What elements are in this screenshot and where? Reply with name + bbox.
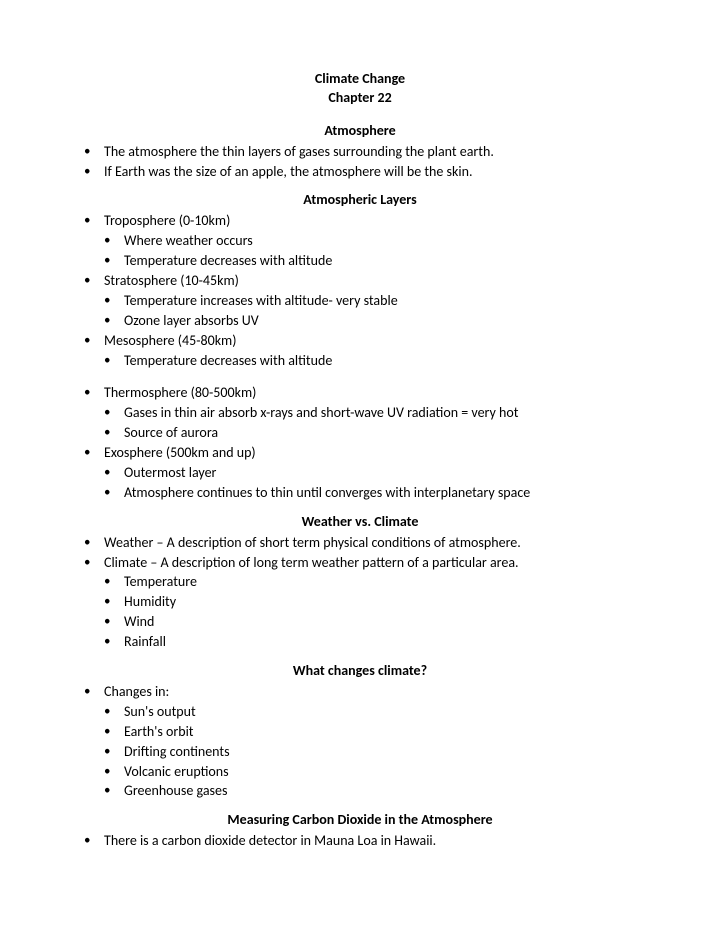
list-subitem: Temperature decreases with altitude <box>104 252 650 271</box>
document-subtitle: Chapter 22 <box>70 89 650 108</box>
atmosphere-list: The atmosphere the thin layers of gases … <box>70 143 650 182</box>
list-item: Troposphere (0-10km) <box>84 212 650 231</box>
layers-sublist: Where weather occurs Temperature decreas… <box>70 232 650 271</box>
spacer <box>70 371 650 383</box>
section-heading-atmosphere: Atmosphere <box>70 122 650 141</box>
layers-sublist: Outermost layer Atmosphere continues to … <box>70 464 650 503</box>
list-subitem: Wind <box>104 613 650 632</box>
layers-sublist: Temperature decreases with altitude <box>70 352 650 371</box>
section-heading-weather-climate: Weather vs. Climate <box>70 513 650 532</box>
list-item: There is a carbon dioxide detector in Ma… <box>84 832 650 851</box>
layers-list: Mesosphere (45-80km) <box>70 332 650 351</box>
layers-list: Troposphere (0-10km) <box>70 212 650 231</box>
layers-list: Thermosphere (80-500km) <box>70 384 650 403</box>
list-subitem: Drifting continents <box>104 743 650 762</box>
layers-sublist: Gases in thin air absorb x-rays and shor… <box>70 404 650 443</box>
weather-climate-list: Weather – A description of short term ph… <box>70 534 650 573</box>
list-item: Stratosphere (10-45km) <box>84 272 650 291</box>
changes-list: Changes in: <box>70 683 650 702</box>
list-subitem: Temperature decreases with altitude <box>104 352 650 371</box>
changes-sublist: Sun's output Earth's orbit Drifting cont… <box>70 703 650 801</box>
list-subitem: Gases in thin air absorb x-rays and shor… <box>104 404 650 423</box>
list-subitem: Source of aurora <box>104 424 650 443</box>
list-subitem: Temperature increases with altitude- ver… <box>104 292 650 311</box>
layers-sublist: Temperature increases with altitude- ver… <box>70 292 650 331</box>
list-item: Climate – A description of long term wea… <box>84 554 650 573</box>
section-heading-measuring: Measuring Carbon Dioxide in the Atmosphe… <box>70 811 650 830</box>
list-subitem: Volcanic eruptions <box>104 763 650 782</box>
section-heading-changes: What changes climate? <box>70 662 650 681</box>
layers-list: Exosphere (500km and up) <box>70 444 650 463</box>
list-item: The atmosphere the thin layers of gases … <box>84 143 650 162</box>
list-subitem: Earth's orbit <box>104 723 650 742</box>
list-subitem: Temperature <box>104 573 650 592</box>
list-item: If Earth was the size of an apple, the a… <box>84 163 650 182</box>
list-item: Changes in: <box>84 683 650 702</box>
list-subitem: Humidity <box>104 593 650 612</box>
list-item: Thermosphere (80-500km) <box>84 384 650 403</box>
list-subitem: Greenhouse gases <box>104 782 650 801</box>
list-subitem: Rainfall <box>104 633 650 652</box>
layers-list: Stratosphere (10-45km) <box>70 272 650 291</box>
list-subitem: Where weather occurs <box>104 232 650 251</box>
list-subitem: Sun's output <box>104 703 650 722</box>
list-item: Weather – A description of short term ph… <box>84 534 650 553</box>
list-subitem: Outermost layer <box>104 464 650 483</box>
section-heading-layers: Atmospheric Layers <box>70 191 650 210</box>
document-title-block: Climate Change Chapter 22 <box>70 70 650 108</box>
measuring-list: There is a carbon dioxide detector in Ma… <box>70 832 650 851</box>
weather-climate-sublist: Temperature Humidity Wind Rainfall <box>70 573 650 652</box>
list-item: Exosphere (500km and up) <box>84 444 650 463</box>
list-item: Mesosphere (45-80km) <box>84 332 650 351</box>
list-subitem: Atmosphere continues to thin until conve… <box>104 484 650 503</box>
list-subitem: Ozone layer absorbs UV <box>104 312 650 331</box>
document-title: Climate Change <box>70 70 650 89</box>
